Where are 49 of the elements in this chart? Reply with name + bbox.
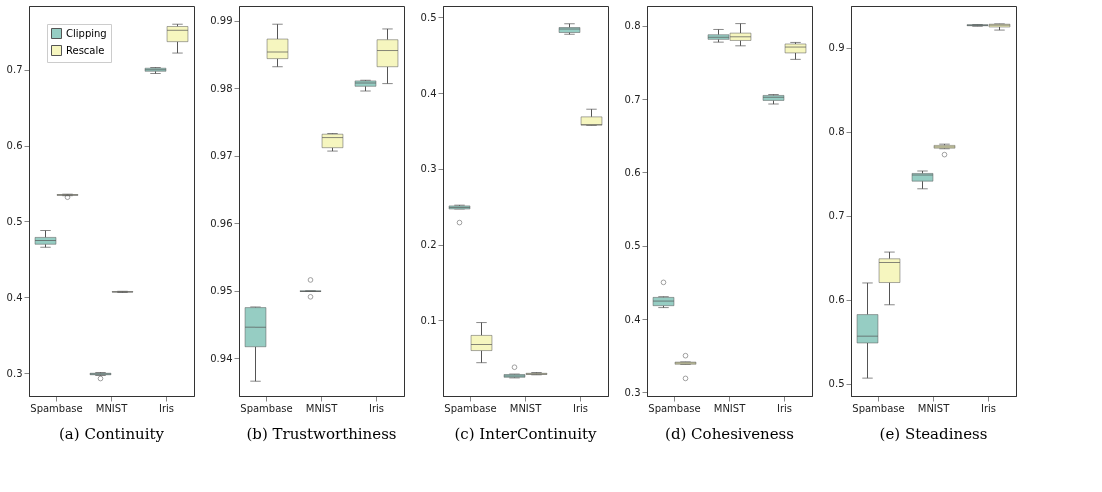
- x-tick-label: Iris: [368, 402, 385, 414]
- y-tick-label: 0.97: [210, 150, 233, 162]
- y-tick-label: 0.6: [6, 140, 23, 152]
- y-tick-label: 0.3: [6, 367, 23, 379]
- y-tick-label: 0.1: [420, 314, 437, 326]
- x-tick-label: Iris: [980, 402, 997, 414]
- legend-label: Rescale: [66, 44, 105, 56]
- y-tick-label: 0.7: [624, 93, 641, 105]
- y-tick-label: 0.4: [6, 291, 23, 303]
- y-tick-label: 0.4: [420, 87, 437, 99]
- x-tick-label: MNIST: [95, 402, 129, 414]
- y-tick-label: 0.94: [210, 352, 233, 364]
- text: (e) Steadiness: [879, 425, 988, 443]
- x-tick-label: Iris: [776, 402, 793, 414]
- x-tick-label: MNIST: [305, 402, 339, 414]
- y-tick-label: 0.9: [828, 42, 845, 54]
- text: (a) Continuity: [58, 425, 165, 443]
- legend-label: Clipping: [66, 27, 107, 39]
- y-tick-label: 0.8: [624, 20, 641, 32]
- y-tick-label: 0.99: [210, 15, 233, 27]
- y-tick-label: 0.95: [210, 285, 233, 297]
- y-tick-label: 0.98: [210, 82, 233, 94]
- y-tick-label: 0.5: [624, 240, 641, 252]
- y-tick-label: 0.96: [210, 217, 233, 229]
- y-tick-label: 0.2: [420, 239, 437, 251]
- y-tick-label: 0.6: [624, 166, 641, 178]
- y-tick-label: 0.6: [828, 294, 845, 306]
- text: (d) Cohesiveness: [665, 425, 794, 443]
- x-tick-label: Spambase: [648, 402, 701, 414]
- text: (c) InterContinuity: [454, 425, 598, 443]
- x-tick-label: Spambase: [30, 402, 83, 414]
- y-tick-label: 0.8: [828, 126, 845, 138]
- x-tick-label: Spambase: [444, 402, 497, 414]
- x-tick-label: MNIST: [917, 402, 951, 414]
- x-tick-label: Spambase: [852, 402, 905, 414]
- y-tick-label: 0.5: [420, 11, 437, 23]
- y-tick-label: 0.7: [6, 64, 23, 76]
- y-tick-label: 0.3: [624, 386, 641, 398]
- y-tick-label: 0.4: [624, 313, 641, 325]
- y-tick-label: 0.3: [420, 163, 437, 175]
- x-tick-label: MNIST: [713, 402, 747, 414]
- y-tick-label: 0.5: [6, 215, 23, 227]
- text: (b) Trustworthiness: [246, 425, 397, 443]
- y-tick-label: 0.5: [828, 378, 845, 390]
- y-tick-label: 0.7: [828, 210, 845, 222]
- x-tick-label: Spambase: [240, 402, 293, 414]
- x-tick-label: MNIST: [509, 402, 543, 414]
- x-tick-label: Iris: [158, 402, 175, 414]
- x-tick-label: Iris: [572, 402, 589, 414]
